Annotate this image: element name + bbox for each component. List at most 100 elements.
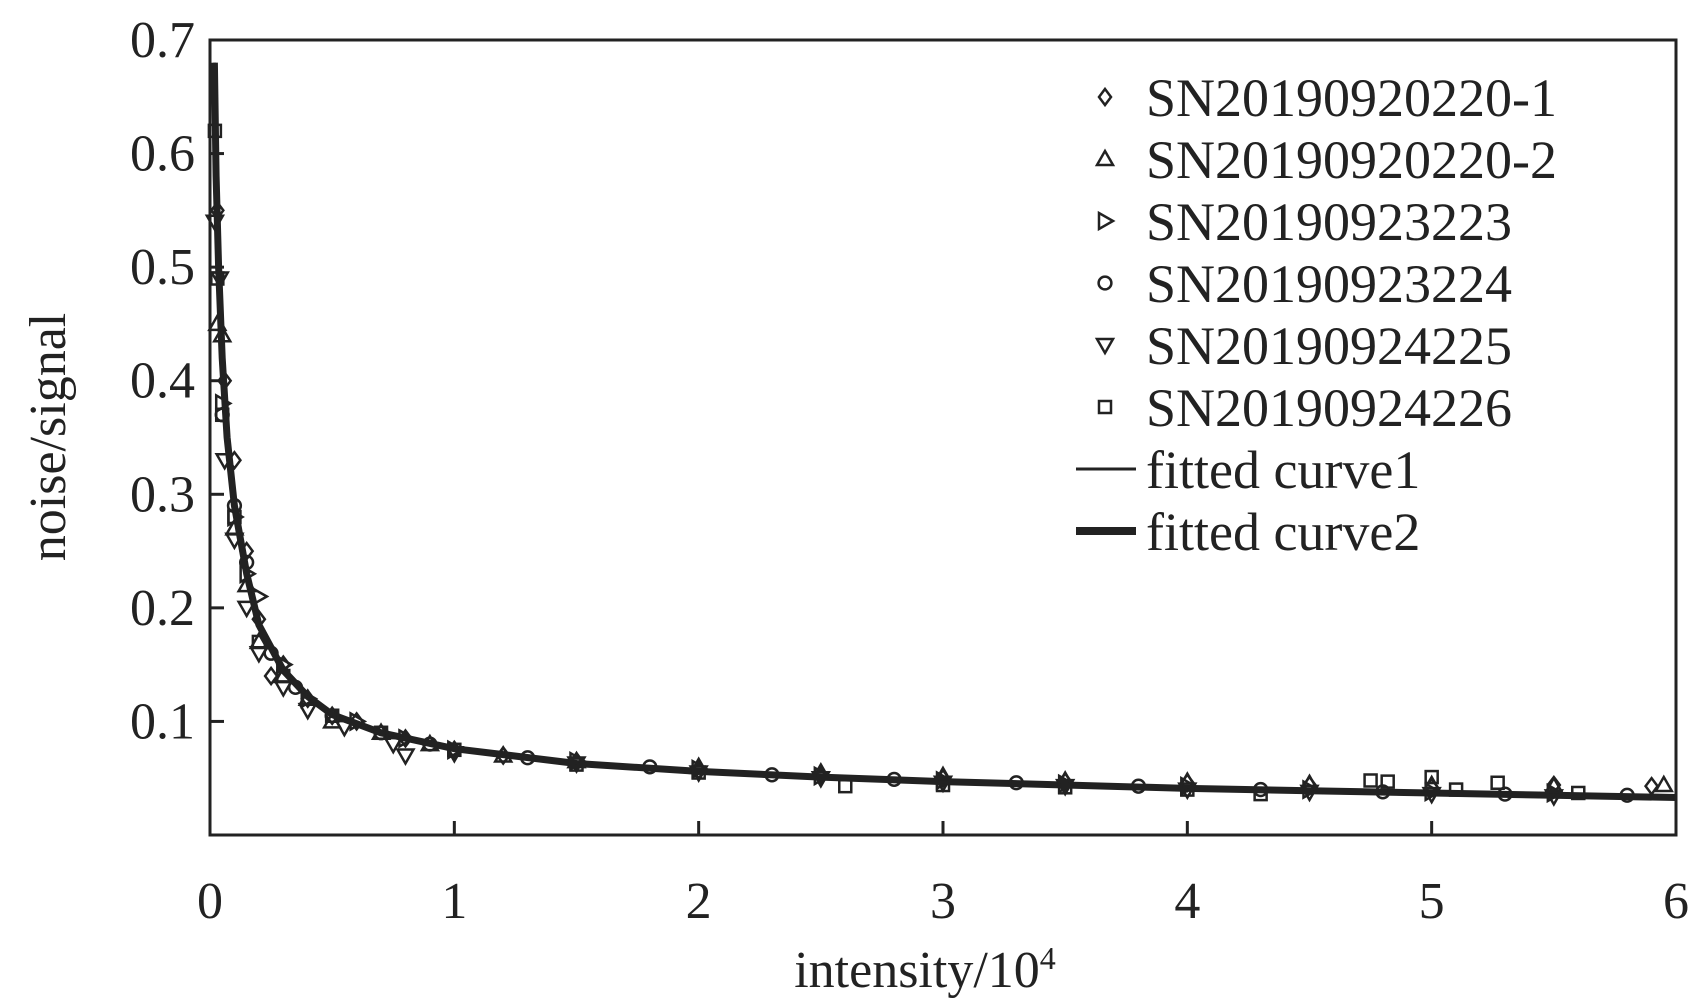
data-point xyxy=(239,540,255,562)
data-point xyxy=(691,765,706,780)
data-point xyxy=(236,600,257,619)
x-tick-label: 1 xyxy=(441,873,467,930)
data-point xyxy=(383,736,404,755)
data-point xyxy=(236,574,257,593)
y-tick-label: 0.7 xyxy=(130,12,195,69)
data-point xyxy=(447,742,462,758)
data-point xyxy=(334,719,355,738)
data-point xyxy=(1130,778,1147,794)
legend-item: fitted curve1 xyxy=(1076,440,1420,500)
legend-label: SN20190924225 xyxy=(1146,316,1512,376)
data-point xyxy=(1421,786,1442,805)
legend-marker xyxy=(1097,399,1113,415)
data-point xyxy=(1299,784,1320,803)
data-point xyxy=(251,586,270,607)
data-point xyxy=(207,313,228,332)
data-point xyxy=(212,324,233,343)
data-points xyxy=(204,123,1674,807)
legend-label: fitted curve1 xyxy=(1146,440,1420,500)
y-tick-label: 0.3 xyxy=(130,466,195,523)
legend-marker xyxy=(1094,337,1116,356)
series-6 xyxy=(207,123,1586,802)
data-point xyxy=(1653,774,1674,793)
legend-marker xyxy=(1097,275,1113,291)
data-point xyxy=(642,759,658,775)
data-point xyxy=(519,750,536,766)
legend-item: SN20190924226 xyxy=(1097,378,1512,438)
data-point xyxy=(1180,782,1195,797)
x-axis-label: intensity/104 xyxy=(794,940,1056,999)
data-point xyxy=(1644,776,1660,797)
data-point xyxy=(251,609,267,630)
data-point xyxy=(297,702,318,721)
y-axis-label: noise/signal xyxy=(20,313,77,561)
data-point xyxy=(217,370,233,391)
legend-label: SN20190923224 xyxy=(1146,254,1512,314)
data-point xyxy=(263,665,279,687)
data-point xyxy=(300,688,319,709)
data-point xyxy=(209,200,225,221)
data-point xyxy=(214,452,235,471)
legend-item: fitted curve2 xyxy=(1076,502,1420,562)
x-tick-label: 2 xyxy=(686,873,712,930)
data-point xyxy=(1571,785,1586,801)
legend-label: SN20190920220-1 xyxy=(1146,68,1557,128)
data-point xyxy=(1363,773,1378,788)
legend-marker xyxy=(1097,210,1116,232)
legend-label: SN20190923223 xyxy=(1146,192,1512,252)
data-point xyxy=(810,770,831,789)
data-point xyxy=(1490,775,1505,791)
data-point xyxy=(493,744,514,763)
x-axis-label-sup: 4 xyxy=(1040,940,1056,976)
y-tick-label: 0.1 xyxy=(130,693,195,750)
data-point xyxy=(276,654,294,675)
fitted-curves xyxy=(210,62,1677,801)
data-point xyxy=(1424,769,1439,785)
legend-item: SN20190923223 xyxy=(1097,192,1512,252)
data-point xyxy=(1253,786,1268,802)
legend-label: fitted curve2 xyxy=(1146,502,1420,562)
data-point xyxy=(324,708,340,723)
legend-item: SN20190920220-1 xyxy=(1097,68,1557,128)
data-point xyxy=(373,725,389,741)
legend-item: SN20190923224 xyxy=(1097,254,1512,314)
legend-label: SN20190920220-2 xyxy=(1146,130,1557,190)
legend-marker xyxy=(1094,148,1116,167)
x-tick-label: 0 xyxy=(197,873,223,930)
legend: SN20190920220-1SN20190920220-2SN20190923… xyxy=(1076,68,1557,562)
data-point xyxy=(324,705,340,726)
data-point xyxy=(1619,787,1635,803)
data-point xyxy=(1380,774,1395,789)
data-point xyxy=(239,554,255,571)
y-tick-label: 0.4 xyxy=(130,353,195,410)
y-tick-label: 0.5 xyxy=(130,239,195,296)
data-point xyxy=(838,778,853,794)
legend-label: SN20190924226 xyxy=(1146,378,1512,438)
data-point xyxy=(1543,789,1564,807)
data-point xyxy=(935,777,951,793)
x-tick-label: 6 xyxy=(1663,873,1689,930)
data-point xyxy=(395,748,416,767)
y-tick-label: 0.6 xyxy=(130,126,195,183)
data-point xyxy=(764,767,780,783)
y-tick-label: 0.2 xyxy=(130,580,195,637)
legend-item: SN20190920220-2 xyxy=(1094,130,1557,190)
data-point xyxy=(227,509,242,525)
data-point xyxy=(444,745,465,764)
data-point xyxy=(1497,786,1513,802)
data-point xyxy=(886,771,902,787)
data-point xyxy=(422,736,438,752)
data-point xyxy=(569,757,584,772)
fitted-curve1-line xyxy=(212,62,1677,799)
legend-marker xyxy=(1097,86,1113,108)
data-point xyxy=(1057,780,1073,795)
data-point xyxy=(1008,775,1024,791)
x-tick-label: 5 xyxy=(1419,873,1445,930)
y-ticks: 0.1 0.2 0.3 0.4 0.5 0.6 0.7 xyxy=(130,12,224,750)
x-axis-label-text: intensity/10 xyxy=(794,942,1040,999)
data-point xyxy=(224,532,245,551)
x-tick-label: 3 xyxy=(930,873,956,930)
data-point xyxy=(1448,782,1464,797)
